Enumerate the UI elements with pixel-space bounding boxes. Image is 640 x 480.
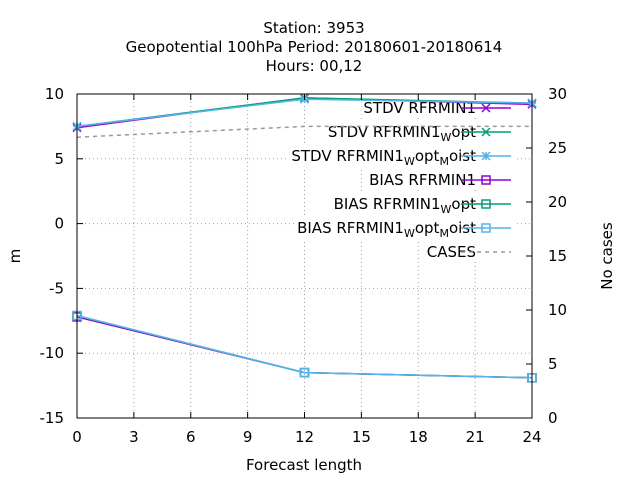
legend-label-subscript: W [404, 155, 415, 168]
legend-label-bias1: BIAS RFRMIN1 [369, 171, 476, 189]
legend-marker-bias2 [481, 199, 491, 209]
y2-tick-label: 20 [548, 193, 567, 211]
legend-entry-cases: CASES [424, 242, 517, 262]
y2-tick-label: 30 [548, 85, 567, 103]
y-axis-label: m [6, 249, 24, 264]
x-tick-label: 12 [295, 428, 314, 446]
chart-title: Station: 3953 Geopotential 100hPa Period… [126, 19, 503, 75]
legend-entry-bias1: BIAS RFRMIN1 [367, 170, 517, 190]
legend-backing [367, 170, 517, 190]
legend-label-main: BIAS RFRMIN1 [369, 171, 476, 189]
title-line-3: Hours: 00,12 [266, 57, 363, 75]
y-tick-label: -15 [40, 409, 65, 427]
y2-tick-label: 5 [548, 355, 558, 373]
legend-label-cases: CASES [427, 243, 476, 261]
legend-label-main: BIAS RFRMIN1 [334, 195, 441, 213]
legend-label-main: STDV RFRMIN1 [291, 147, 404, 165]
x-tick-label: 9 [243, 428, 253, 446]
legend-label-stdv3: STDV RFRMIN1WoptMoist [291, 147, 476, 168]
legend-label-subscript: M [439, 155, 449, 168]
legend-backing [289, 146, 518, 169]
title-line-2: Geopotential 100hPa Period: 20180601-201… [126, 38, 503, 56]
y2-tick-label: 0 [548, 409, 558, 427]
legend-entry-stdv3: STDV RFRMIN1WoptMoist [289, 146, 518, 169]
legend-backing [331, 194, 518, 217]
legend-label-bias2: BIAS RFRMIN1Wopt [334, 195, 476, 216]
legend-label-main: STDV RFRMIN1 [328, 123, 441, 141]
y-tick-label: 0 [54, 215, 64, 233]
legend-label-subscript: W [441, 131, 452, 144]
legend-marker-stdv2 [481, 127, 491, 137]
legend-marker-stdv1 [481, 103, 491, 113]
x-tick-label: 15 [352, 428, 371, 446]
legend-label-main: CASES [427, 243, 476, 261]
x-tick-label: 21 [466, 428, 485, 446]
ticks: 0 3 6 9 12 15 18 21 24 -15 -10 -5 0 5 10 0 5 10 15 20 25 30 [40, 85, 568, 446]
y2-tick-label: 25 [548, 139, 567, 157]
legend-label-stdv1: STDV RFRMIN1 [363, 99, 476, 117]
x-tick-label: 18 [409, 428, 428, 446]
legend-label-part: opt [415, 147, 440, 165]
series-line-cases [76, 125, 532, 138]
series-cases [76, 125, 532, 138]
title-line-1: Station: 3953 [263, 19, 364, 37]
y-tick-label: -10 [40, 344, 65, 362]
legend-label-part: opt [415, 219, 440, 237]
legend-backing [295, 218, 518, 241]
legend-label-bias3: BIAS RFRMIN1WoptMoist [297, 219, 476, 240]
y2-tick-label: 15 [548, 247, 567, 265]
legend-label-subscript: M [439, 227, 449, 240]
legend-marker-stdv3 [481, 151, 491, 161]
legend-label-subscript: W [441, 203, 452, 216]
y2-tick-label: 10 [548, 301, 567, 319]
x-axis-label: Forecast length [246, 456, 362, 474]
legend-marker-bias3 [481, 223, 491, 233]
legend-entry-stdv2: STDV RFRMIN1Wopt [325, 122, 518, 145]
y-tick-label: 5 [54, 150, 64, 168]
data-point-bias3 [299, 367, 310, 378]
series-bias1 [72, 312, 537, 383]
y-tick-label: 10 [45, 85, 64, 103]
x-tick-label: 24 [522, 428, 541, 446]
legend-entry-bias3: BIAS RFRMIN1WoptMoist [295, 218, 518, 241]
y2-axis-label: No cases [598, 222, 616, 290]
legend-label-main: BIAS RFRMIN1 [297, 219, 404, 237]
legend-marker-bias1 [481, 175, 491, 185]
legend-entry-bias2: BIAS RFRMIN1Wopt [331, 194, 518, 217]
x-tick-label: 3 [129, 428, 139, 446]
legend-backing [325, 122, 518, 145]
series-line-bias3 [76, 314, 533, 379]
y-tick-label: -5 [49, 279, 64, 297]
x-tick-label: 6 [186, 428, 196, 446]
legend-label-main: STDV RFRMIN1 [363, 99, 476, 117]
x-tick-label: 0 [72, 428, 82, 446]
legend-label-subscript: W [404, 227, 415, 240]
